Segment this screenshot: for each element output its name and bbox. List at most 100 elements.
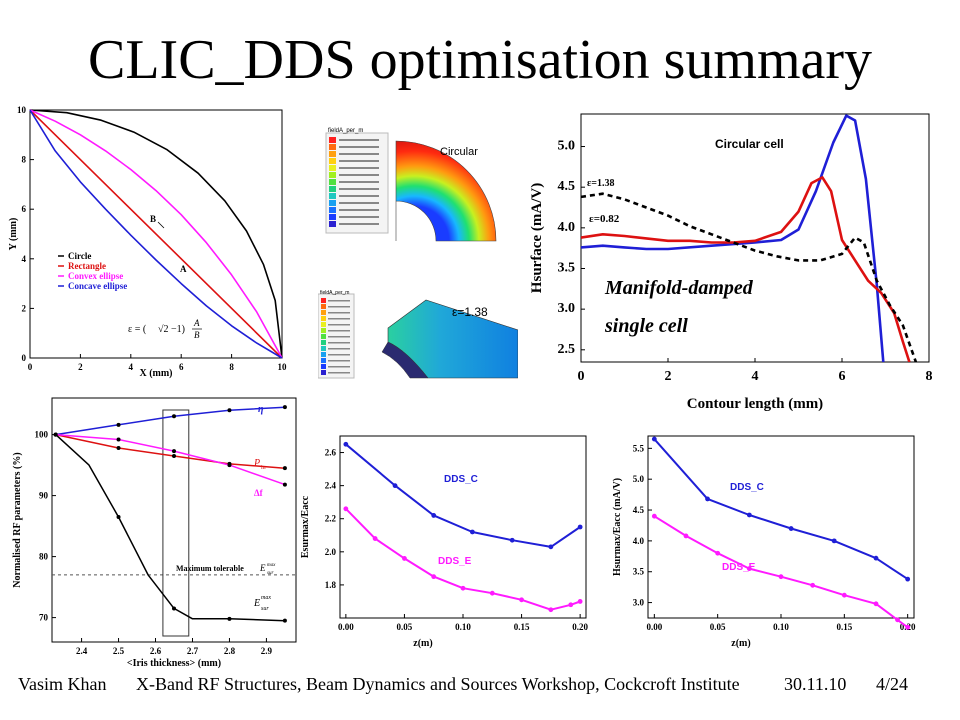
fem-legend-swatch: [329, 193, 336, 199]
y-tick-label: 70: [39, 613, 49, 623]
x-tick-label: 6: [839, 369, 846, 384]
x-axis-label: z(m): [731, 638, 750, 649]
hsurface-series-1: [581, 176, 911, 362]
hsurmax-chart: 0.000.050.100.150.203.03.54.04.55.05.5z(…: [612, 430, 924, 656]
x-tick-label: 10: [278, 362, 288, 372]
y-tick-label: 3.5: [633, 567, 645, 577]
fem-circular-field: [395, 140, 497, 242]
x-axis-label: X (mm): [139, 368, 172, 379]
highlight-box: [162, 409, 190, 637]
series-label: DDS_C: [444, 474, 478, 485]
y-tick-label: 4.0: [633, 536, 645, 546]
iris-series-0: [29, 109, 283, 359]
z3-marker: [402, 556, 407, 561]
y-tick-label: 2.5: [558, 342, 576, 357]
x-axis-label: Contour length (mm): [687, 396, 823, 412]
rf-marker: [172, 606, 176, 611]
rf-params-plot: 2.4 2.5 2.6 2.7 2.8 2.9 70 80 90 100 <Iris thickne…: [8, 392, 304, 670]
x-tick-label: 0.00: [338, 622, 354, 632]
legend-label: Circle: [68, 251, 91, 261]
z4-marker: [905, 624, 911, 630]
fem-legend-swatch: [321, 334, 326, 339]
z3-marker: [568, 602, 574, 608]
series-label: DDS_C: [730, 482, 764, 493]
y-tick-label: 5.0: [633, 474, 645, 484]
hsurface-plot: 0 2 4 6 8 2.5 3.0 3.5 4.0 4.5 5.0 Contour length (m…: [529, 113, 933, 412]
fem-legend-swatch: [321, 358, 326, 363]
rf-series-3: [55, 434, 285, 622]
rf-marker: [282, 482, 287, 487]
fem-legend-swatch: [321, 352, 326, 357]
z3-marker: [392, 483, 398, 489]
y-axis-label: Hsurface (mA/V): [529, 183, 545, 293]
z3-marker: [548, 607, 554, 613]
fem-legend-value: [339, 216, 379, 218]
fem-legend-swatch: [321, 310, 326, 315]
z3-marker: [548, 544, 554, 550]
fem-legend-value: [339, 181, 379, 183]
fem-legend-swatch: [321, 340, 326, 345]
x-tick-label: 0.15: [836, 622, 852, 632]
x-tick-label: 0.10: [455, 622, 471, 632]
fem-legend-title-2: fieldA_per_m: [320, 290, 349, 296]
esur-sub: sur: [261, 606, 269, 612]
z3-marker: [577, 599, 583, 604]
x-tick-label: 0.15: [514, 622, 530, 632]
eta-label: η: [258, 404, 264, 415]
hsurface-series-group: [581, 114, 918, 362]
y-axis-label: Esurmax/Eacc: [300, 495, 311, 558]
iris-shape-chart: 0 2 4 6 8 10 0 2 4 6 8 10 X (mm) Y (mm) Circle Rectangl…: [8, 104, 288, 379]
x-tick-label: 2.6: [150, 646, 162, 656]
z4-marker: [715, 550, 721, 556]
formula-lhs: ε = (: [128, 324, 147, 335]
x-tick-label: 0: [578, 369, 585, 384]
fem-legend-swatch: [329, 151, 336, 157]
x-tick-label: 2: [665, 369, 672, 384]
fem-legend-value: [339, 195, 379, 197]
hsurmax-plot: 0.000.050.100.150.203.03.54.04.55.05.5z(…: [612, 435, 916, 649]
y-tick-label: 4.5: [558, 179, 576, 194]
fem-legend-swatch: [329, 137, 336, 143]
z3-marker: [431, 574, 437, 580]
y-tick-label: 90: [39, 491, 49, 501]
fem-legend-value: [328, 342, 350, 344]
z4-marker: [778, 574, 784, 580]
fem-legend-value: [328, 336, 350, 338]
fem-legend-value: [339, 223, 379, 225]
thr-esur-sup: max: [267, 563, 276, 568]
z4-marker: [746, 512, 752, 518]
iris-shape-plot: 0 2 4 6 8 10 0 2 4 6 8 10 X (mm) Y (mm) CircleRectangl…: [8, 104, 288, 379]
fem-circular-image: Circular fieldA_per_m: [318, 125, 500, 253]
fem-legend-swatch: [329, 200, 336, 206]
esurmax-chart: 0.00 0.05 0.10 0.15 0.20 1.8 2.0 2.2 2.4 2.6 z(m) E…: [300, 430, 600, 656]
rf-marker: [172, 414, 176, 419]
z4-series-0: [653, 438, 909, 580]
rf-marker: [116, 422, 121, 427]
z4-marker: [873, 555, 879, 561]
rf-marker: [172, 449, 176, 454]
z4-series-1: [653, 515, 909, 629]
fem-circular-label: Circular: [440, 146, 478, 158]
fem-legend-value: [328, 324, 350, 326]
fem-legend-value: [339, 202, 379, 204]
z3-marker: [343, 441, 349, 447]
fem-legend-swatch: [329, 144, 336, 150]
z4-marker: [788, 526, 794, 531]
pin-label: P: [253, 458, 260, 469]
series-label: DDS_E: [438, 556, 472, 567]
rf-marker: [227, 616, 232, 621]
overlay-text-1: Manifold-damped: [604, 277, 754, 299]
footer: Vasim Khan X-Band RF Structures, Beam Dy…: [0, 674, 960, 698]
esurmax-plot: 0.00 0.05 0.10 0.15 0.20 1.8 2.0 2.2 2.4 2.6 z(m) E…: [300, 435, 589, 649]
legend-label: Concave ellipse: [68, 281, 127, 291]
y-tick-label: 5.0: [558, 139, 576, 154]
y-tick-label: 2.6: [325, 448, 337, 458]
z4-marker: [810, 582, 816, 588]
z4-marker: [841, 592, 847, 598]
iris-frame: [29, 109, 283, 359]
z4-marker: [683, 533, 689, 539]
x-tick-label: 8: [229, 362, 234, 372]
rf-marker: [282, 405, 287, 410]
slide-title: CLIC_DDS optimisation summary: [88, 29, 872, 91]
footer-date: 30.11.10: [784, 674, 847, 694]
